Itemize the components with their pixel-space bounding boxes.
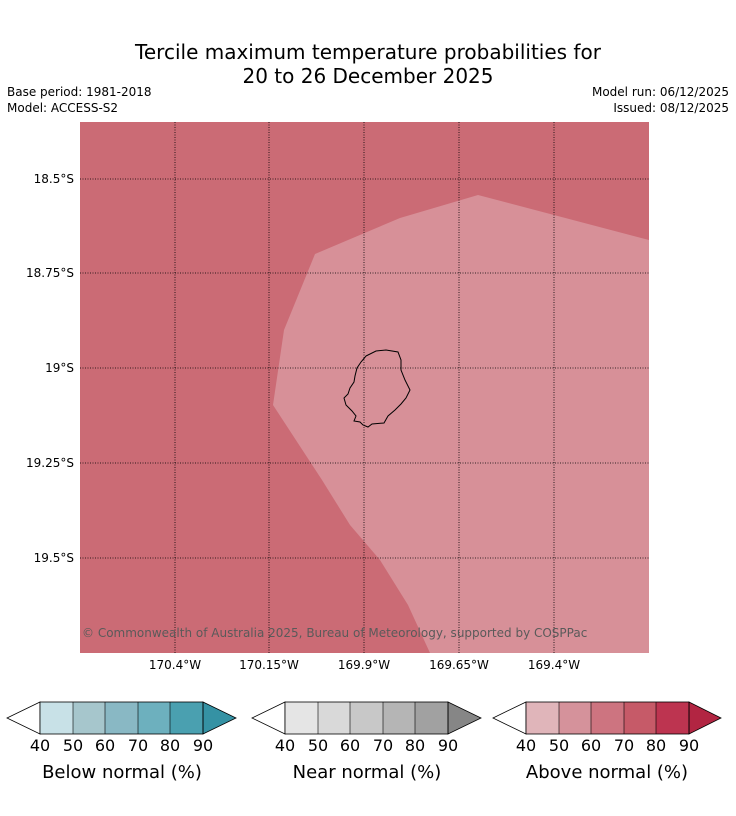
colorbar-near-upper-extend (447, 701, 482, 735)
lat-label-19: 19°S (45, 361, 74, 375)
colorbar-below-tick-70: 70 (128, 736, 148, 755)
colorbar-below-title: Below normal (%) (42, 762, 202, 783)
colorbar-below-bin-2 (73, 702, 105, 734)
colorbar-above-normal: 40 50 60 70 80 90 (492, 701, 722, 755)
colorbar-near-tick-70: 70 (373, 736, 393, 755)
model-run-label: Model run: 06/12/2025 (591, 85, 729, 99)
lon-label-169-9: 169.9°W (337, 658, 391, 672)
colorbar-above-bin-2 (559, 702, 591, 734)
colorbar-above-bin-1 (526, 702, 559, 734)
colorbar-above-upper-extend (688, 701, 722, 735)
island-coastline (343, 349, 411, 428)
colorbar-below-tick-50: 50 (63, 736, 83, 755)
lat-label-18-5: 18.5°S (33, 172, 74, 186)
colorbar-near-tick-90: 90 (438, 736, 458, 755)
colorbar-above-bin-4 (624, 702, 656, 734)
lon-label-169-4: 169.4°W (527, 658, 581, 672)
colorbar-below-tick-80: 80 (160, 736, 180, 755)
lon-label-170-4: 170.4°W (148, 658, 202, 672)
lon-label-169-65: 169.65°W (429, 658, 489, 672)
lat-label-19-25: 19.25°S (26, 456, 74, 470)
lat-label-19-5: 19.5°S (33, 551, 74, 565)
colorbar-near-tick-50: 50 (308, 736, 328, 755)
colorbar-near-dividers (317, 702, 416, 734)
colorbar-above-lower-extend (492, 701, 527, 735)
colorbar-above-bin-3 (591, 702, 624, 734)
colorbar-near-frame (284, 701, 449, 735)
colorbar-near-bin-4 (383, 702, 415, 734)
colorbar-above-frame (525, 701, 690, 735)
colorbar-below-dividers (72, 702, 171, 734)
copyright-text: © Commonwealth of Australia 2025, Bureau… (82, 626, 587, 640)
colorbar-above-title: Above normal (%) (525, 762, 689, 783)
colorbar-below-bin-4 (138, 702, 170, 734)
lat-label-18-75: 18.75°S (26, 266, 74, 280)
issued-label: Issued: 08/12/2025 (613, 101, 729, 115)
colorbar-near-bin-5 (415, 702, 448, 734)
colorbar-near-normal: 40 50 60 70 80 90 (251, 701, 482, 755)
colorbar-below-tick-60: 60 (95, 736, 115, 755)
colorbar-near-bin-3 (350, 702, 383, 734)
colorbar-below-bin-5 (170, 702, 203, 734)
colorbar-above-tick-90: 90 (679, 736, 699, 755)
colorbar-below-tick-40: 40 (30, 736, 50, 755)
chart-title-line2: 20 to 26 December 2025 (242, 64, 494, 88)
colorbar-below-frame (39, 701, 204, 735)
colorbar-below-lower-extend (6, 701, 41, 735)
colorbar-near-bin-1 (285, 702, 318, 734)
map-gridlines (80, 122, 649, 653)
model-label: Model: ACCESS-S2 (7, 101, 119, 115)
colorbar-near-bin-2 (318, 702, 350, 734)
colorbar-above-bin-5 (656, 702, 689, 734)
colorbar-above-tick-70: 70 (614, 736, 634, 755)
colorbar-below-bin-3 (105, 702, 138, 734)
colorbar-above-dividers (558, 702, 657, 734)
colorbar-near-title: Near normal (%) (292, 762, 442, 783)
colorbar-above-tick-60: 60 (581, 736, 601, 755)
map-region-inner (273, 195, 649, 653)
lon-label-170-15: 170.15°W (239, 658, 299, 672)
colorbar-below-tick-90: 90 (193, 736, 213, 755)
colorbar-near-tick-40: 40 (275, 736, 295, 755)
colorbar-below-normal: 40 50 60 70 80 90 (6, 701, 237, 755)
colorbar-near-tick-60: 60 (340, 736, 360, 755)
chart-title-line1: Tercile maximum temperature probabilitie… (135, 40, 601, 64)
colorbar-near-lower-extend (251, 701, 286, 735)
colorbar-near-tick-80: 80 (405, 736, 425, 755)
colorbar-below-upper-extend (202, 701, 237, 735)
colorbar-above-tick-80: 80 (646, 736, 666, 755)
base-period-label: Base period: 1981-2018 (7, 85, 152, 99)
colorbar-below-bin-1 (40, 702, 73, 734)
colorbar-above-tick-40: 40 (516, 736, 536, 755)
colorbar-above-tick-50: 50 (549, 736, 569, 755)
